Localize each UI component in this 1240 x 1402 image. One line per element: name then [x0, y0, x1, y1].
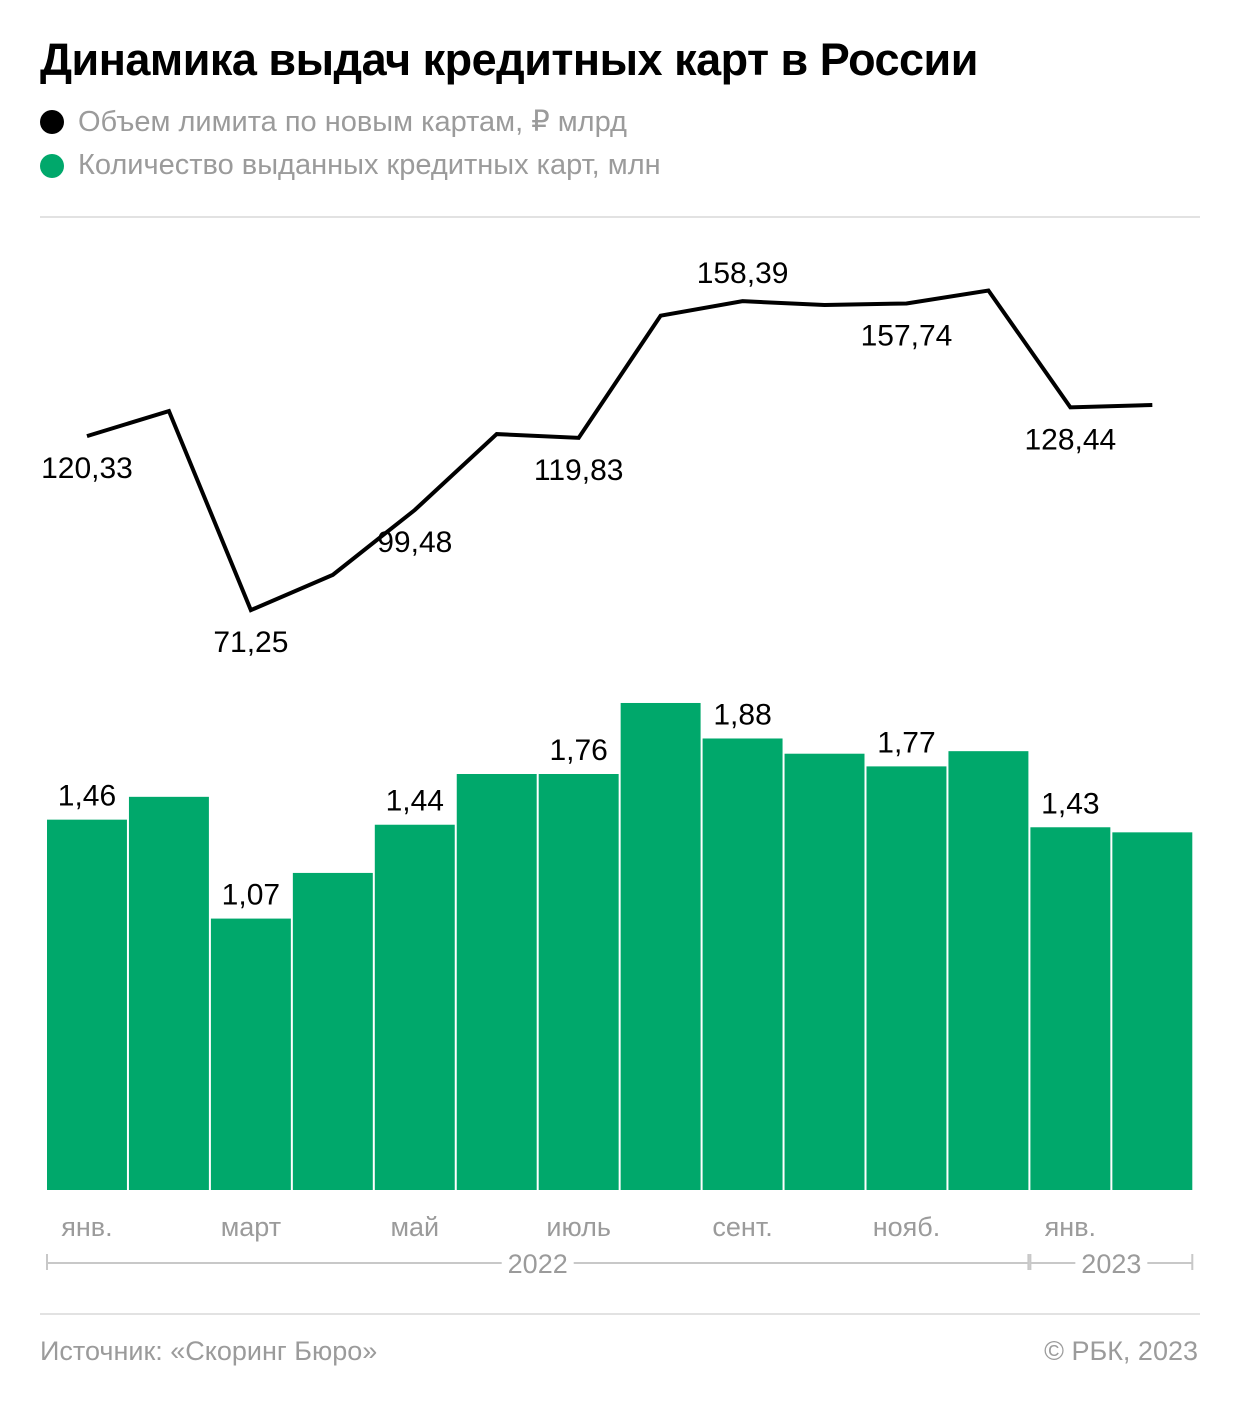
x-tick-label-2: март [221, 1212, 281, 1242]
bar-label-2: 1,07 [222, 879, 280, 912]
copyright-note: © РБК, 2023 [1044, 1336, 1198, 1366]
x-tick-label-4: май [390, 1212, 439, 1242]
legend-label-count: Количество выданных кредитных карт, млн [78, 149, 661, 181]
x-tick-label-10: нояб. [873, 1212, 941, 1242]
chart-area: 1,46 1,07 1,44 1,76 1,88 1,77 1,43 120,33 71,25 9… [41, 257, 1194, 1279]
bar-5 [456, 774, 537, 1190]
bottom-divider [40, 1313, 1200, 1315]
bar-11 [948, 751, 1029, 1190]
legend-label-limit: Объем лимита по новым картам, ₽ млрд [78, 106, 627, 138]
bar-1 [128, 796, 209, 1190]
line-series-limit [86, 288, 1153, 613]
bar-label-10: 1,77 [877, 726, 935, 759]
bar-0 [47, 819, 127, 1190]
line-label-12: 128,44 [1024, 423, 1116, 456]
line-label-2: 71,25 [213, 626, 288, 659]
year-label-2022: 2022 [508, 1249, 568, 1279]
bar-label-12: 1,43 [1041, 787, 1099, 820]
bar-6 [538, 774, 619, 1190]
bar-3 [292, 872, 373, 1190]
bar-10 [866, 766, 947, 1190]
bar-8 [702, 738, 783, 1190]
bar-4 [374, 824, 455, 1190]
line-label-6: 119,83 [534, 454, 624, 487]
line-label-4: 99,48 [377, 526, 452, 559]
x-tick-label-8: сент. [712, 1212, 772, 1242]
x-tick-label-12: янв. [1045, 1212, 1096, 1242]
legend-dot-black [40, 109, 64, 134]
bar-label-6: 1,76 [549, 734, 607, 767]
bar-7 [620, 702, 701, 1190]
bar-9 [784, 753, 865, 1190]
bar-label-4: 1,44 [386, 785, 444, 818]
year-label-2023: 2023 [1081, 1249, 1141, 1279]
line-label-10: 157,74 [861, 319, 953, 352]
x-tick-label-6: июль [546, 1212, 611, 1242]
top-divider [40, 216, 1200, 218]
bar-label-8: 1,88 [713, 698, 771, 731]
line-label-0: 120,33 [41, 452, 133, 485]
legend-item-count: Количество выданных кредитных карт, млн [40, 149, 661, 182]
source-note: Источник: «Скоринг Бюро» [40, 1336, 378, 1366]
bar-2 [210, 918, 291, 1190]
bar-12 [1030, 827, 1111, 1190]
bar-label-0: 1,46 [58, 780, 116, 813]
chart-title: Динамика выдач кредитных карт в России [40, 34, 978, 85]
legend-dot-green [40, 153, 64, 178]
x-tick-label-0: янв. [61, 1212, 112, 1242]
line-label-8: 158,39 [697, 257, 789, 290]
legend-item-limit: Объем лимита по новым картам, ₽ млрд [40, 104, 627, 139]
bar-13 [1112, 832, 1193, 1190]
